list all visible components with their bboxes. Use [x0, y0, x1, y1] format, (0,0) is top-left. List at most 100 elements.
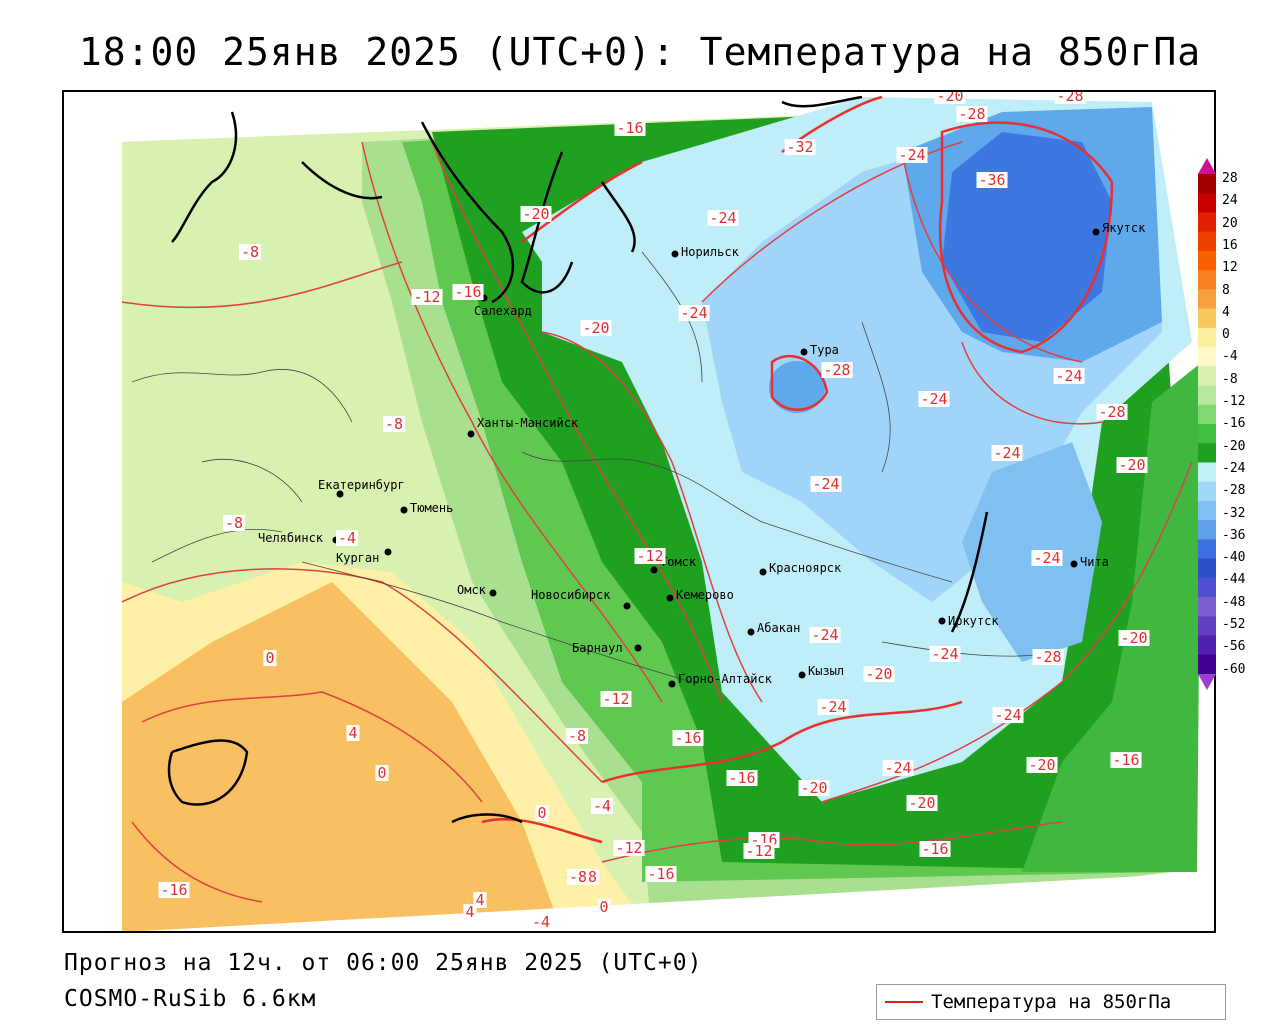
colorbar-segment — [1198, 193, 1216, 213]
svg-text:-16: -16 — [160, 881, 187, 899]
city-krasnoyarsk[interactable]: Красноярск — [759, 561, 843, 576]
isotherm-label: -16 — [919, 840, 951, 858]
city-gorno-altaysk[interactable]: Горно-Алтайск — [668, 672, 773, 688]
svg-text:-20: -20 — [865, 665, 892, 683]
isotherm-label: -12 — [743, 842, 775, 860]
city-abakan[interactable]: Абакан — [747, 621, 801, 636]
isotherm-label: -24 — [991, 444, 1023, 462]
svg-text:-28: -28 — [823, 361, 850, 379]
isotherm-label: -12 — [600, 690, 632, 708]
isotherm-label: -4 — [336, 529, 358, 547]
svg-text:-4: -4 — [593, 797, 611, 815]
isotherm-label: -24 — [929, 645, 961, 663]
city-novosibirsk[interactable]: Новосибирск — [531, 588, 631, 610]
svg-text:-16: -16 — [616, 119, 643, 137]
svg-text:4: 4 — [475, 891, 484, 909]
colorbar-segment — [1198, 462, 1216, 483]
colorbar-segment — [1198, 231, 1216, 252]
colorbar-tick-label: -4 — [1222, 349, 1238, 365]
isotherm-label: -16 — [158, 881, 190, 899]
isotherm-lines — [121, 141, 1193, 903]
colorbar-tick-label: 8 — [1222, 282, 1230, 298]
svg-text:-24: -24 — [994, 706, 1021, 724]
svg-text:-16: -16 — [1112, 751, 1139, 769]
isotherm-label: -16 — [614, 119, 646, 137]
colorbar-segment — [1198, 270, 1216, 290]
svg-text:-32: -32 — [786, 138, 813, 156]
city-kurgan[interactable]: Курган — [336, 548, 392, 566]
city-chita[interactable]: Чита — [1070, 555, 1109, 569]
city-yakutsk[interactable]: Якутск — [1092, 221, 1147, 236]
city-kyzyl[interactable]: Кызыл — [798, 664, 845, 679]
isotherm-label: -32 — [784, 138, 816, 156]
svg-text:-20: -20 — [1118, 456, 1145, 474]
city-tomsk[interactable]: Томск — [650, 555, 697, 574]
svg-text:-24: -24 — [819, 698, 846, 716]
svg-text:4: 4 — [348, 724, 357, 742]
colorbar-tick-label: -40 — [1222, 550, 1246, 566]
svg-text:Барнаул: Барнаул — [572, 641, 623, 655]
colorbar-tick-label: -52 — [1222, 617, 1246, 632]
isotherm-label: -4 — [591, 797, 613, 815]
colorbar-segment — [1198, 289, 1216, 310]
isotherm-label: -36 — [976, 171, 1008, 189]
city-irkutsk[interactable]: Иркутск — [938, 614, 1000, 628]
svg-text:Иркутск: Иркутск — [948, 614, 999, 628]
svg-text:-28: -28 — [1098, 403, 1125, 421]
svg-text:-16: -16 — [728, 769, 755, 787]
svg-text:-28: -28 — [1034, 648, 1061, 666]
isotherm-label: -8 — [383, 415, 405, 433]
city-tura[interactable]: Тура — [800, 343, 839, 357]
city-norilsk[interactable]: Норильск — [671, 245, 740, 259]
isotherm-label: -8 — [223, 514, 245, 532]
svg-text:-24: -24 — [709, 209, 736, 227]
svg-text:-16: -16 — [674, 729, 701, 747]
city-khanty-mansiysk[interactable]: Ханты-Мансийск — [467, 416, 579, 438]
isotherm-label: -24 — [882, 759, 914, 777]
svg-text:-24: -24 — [811, 626, 838, 644]
isotherm-label: 0 — [375, 764, 389, 782]
svg-text:Тура: Тура — [810, 343, 839, 357]
svg-text:Абакан: Абакан — [757, 621, 800, 635]
svg-text:Ханты-Мансийск: Ханты-Мансийск — [477, 416, 579, 430]
colorbar-tick-label: 16 — [1222, 237, 1238, 253]
colorbar-tick-label: 4 — [1222, 304, 1230, 320]
colorbar-segment — [1198, 443, 1216, 463]
svg-text:-16: -16 — [921, 840, 948, 858]
svg-text:-8: -8 — [569, 868, 587, 886]
svg-text:-20: -20 — [936, 92, 963, 105]
colorbar-segment — [1198, 347, 1216, 367]
isotherm-label: -16 — [452, 283, 484, 301]
svg-text:-8: -8 — [241, 243, 259, 261]
svg-text:-36: -36 — [978, 171, 1005, 189]
isotherm-label: -24 — [896, 146, 928, 164]
temperature-map[interactable]: Норильск Салехард Ханты-Мансийск Тура Як… — [62, 90, 1216, 933]
svg-text:-24: -24 — [884, 759, 911, 777]
svg-text:-20: -20 — [1028, 756, 1055, 774]
colorbar-tick-label: 20 — [1222, 215, 1238, 231]
city-markers: Норильск Салехард Ханты-Мансийск Тура Як… — [258, 221, 1146, 688]
colorbar-segment — [1198, 212, 1216, 233]
svg-text:Челябинск: Челябинск — [258, 531, 324, 545]
svg-text:Кызыл: Кызыл — [808, 664, 844, 678]
city-omsk[interactable]: Омск — [457, 583, 497, 597]
isotherm-label: -24 — [707, 209, 739, 227]
colorbar-tick-label: -12 — [1222, 394, 1246, 409]
city-yekaterinburg[interactable]: Екатеринбург — [318, 478, 405, 498]
city-kemerovo[interactable]: Кемерово — [666, 588, 734, 602]
isotherm-label: -8 — [239, 243, 261, 261]
svg-text:0: 0 — [265, 649, 274, 667]
svg-text:Якутск: Якутск — [1102, 221, 1146, 235]
city-tyumen[interactable]: Тюмень — [400, 501, 454, 515]
colorbar-segment — [1198, 308, 1216, 329]
svg-text:-12: -12 — [615, 839, 642, 857]
city-barnaul[interactable]: Барнаул — [572, 641, 642, 655]
svg-text:-16: -16 — [454, 283, 481, 301]
svg-text:-24: -24 — [920, 390, 947, 408]
colorbar-tick-label: 12 — [1222, 260, 1238, 276]
svg-text:Салехард: Салехард — [474, 304, 532, 318]
svg-text:Горно-Алтайск: Горно-Алтайск — [678, 672, 773, 686]
svg-text:0: 0 — [377, 764, 386, 782]
colorbar-segment — [1198, 597, 1216, 617]
svg-text:-24: -24 — [812, 475, 839, 493]
